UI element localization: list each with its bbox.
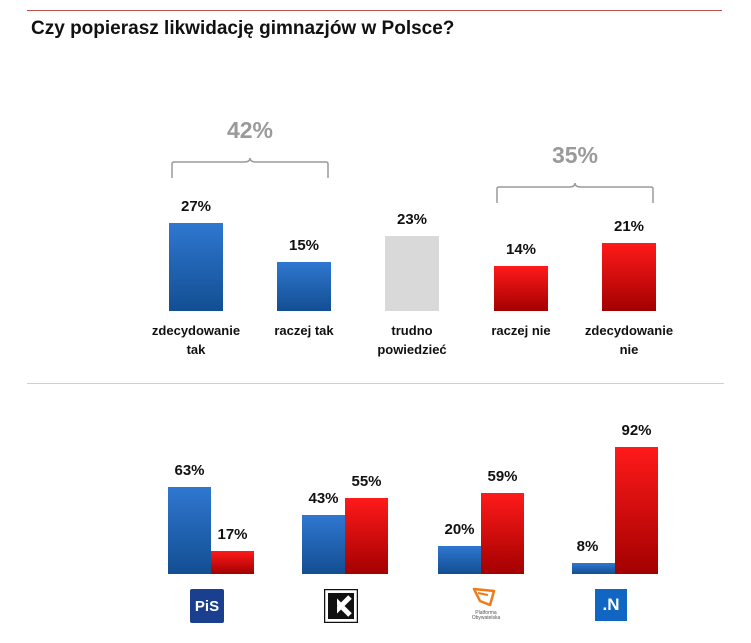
bar--N-blue — [572, 562, 615, 574]
group-brace — [171, 157, 329, 178]
bar-zdecydowanie-nie — [602, 242, 656, 311]
category-label: raczej tak — [274, 323, 334, 338]
bar--N-red — [615, 447, 658, 574]
po-logo-mark — [472, 587, 496, 607]
pis-logo-icon: PiS — [190, 589, 224, 623]
section-divider — [27, 383, 724, 384]
nowoczesna-logo-icon: .N — [595, 589, 627, 621]
bar-value-label: 59% — [487, 467, 518, 485]
kukiz-logo-icon — [324, 589, 358, 623]
bar-value-label: 27% — [180, 198, 212, 216]
po-logo-text: Platforma Obywatelska — [471, 610, 501, 621]
bar-value-label: 20% — [444, 521, 475, 539]
bar-zdecydowanie-tak — [169, 223, 223, 311]
bar-Platforma-Obywatelska-red — [481, 492, 524, 574]
bar-value-label: 14% — [505, 240, 537, 258]
top-rule — [27, 10, 722, 11]
bar-Kukiz-15-red — [345, 498, 388, 574]
group-brace-path — [496, 182, 654, 203]
group-brace — [496, 182, 654, 203]
group-total-label: 42% — [226, 117, 274, 143]
bar-Kukiz-15-blue — [302, 514, 345, 574]
bar-Platforma-Obywatelska-blue — [438, 546, 481, 574]
category-label: trudno powiedzieć — [377, 323, 447, 357]
n-logo-text: .N — [602, 595, 620, 614]
category-label: zdecydowanie nie — [584, 323, 674, 357]
po-logo-icon: Platforma Obywatelska — [464, 585, 508, 625]
bar-value-label: 55% — [351, 473, 382, 491]
bar-PiS-red — [211, 550, 254, 574]
bar-value-label: 21% — [613, 217, 645, 235]
bar-value-label: 8% — [576, 537, 599, 555]
chart-title: Czy popierasz likwidację gimnazjów w Pol… — [31, 18, 455, 39]
group-brace-path — [171, 157, 329, 178]
bar-raczej-tak — [277, 262, 331, 311]
category-label: zdecydowanie tak — [151, 323, 241, 357]
bar-value-label: 17% — [217, 525, 248, 543]
group-total-label: 35% — [551, 142, 599, 168]
pis-logo-text: PiS — [194, 597, 220, 615]
bar-PiS-blue — [168, 487, 211, 574]
bar-trudno-powiedzieć — [385, 236, 439, 311]
bar-value-label: 43% — [308, 489, 339, 507]
bar-value-label: 15% — [288, 237, 320, 255]
bar-value-label: 92% — [621, 422, 652, 440]
bar-value-label: 23% — [396, 211, 428, 229]
bar-raczej-nie — [494, 265, 548, 311]
bar-value-label: 63% — [174, 462, 205, 480]
category-label: raczej nie — [491, 323, 551, 338]
